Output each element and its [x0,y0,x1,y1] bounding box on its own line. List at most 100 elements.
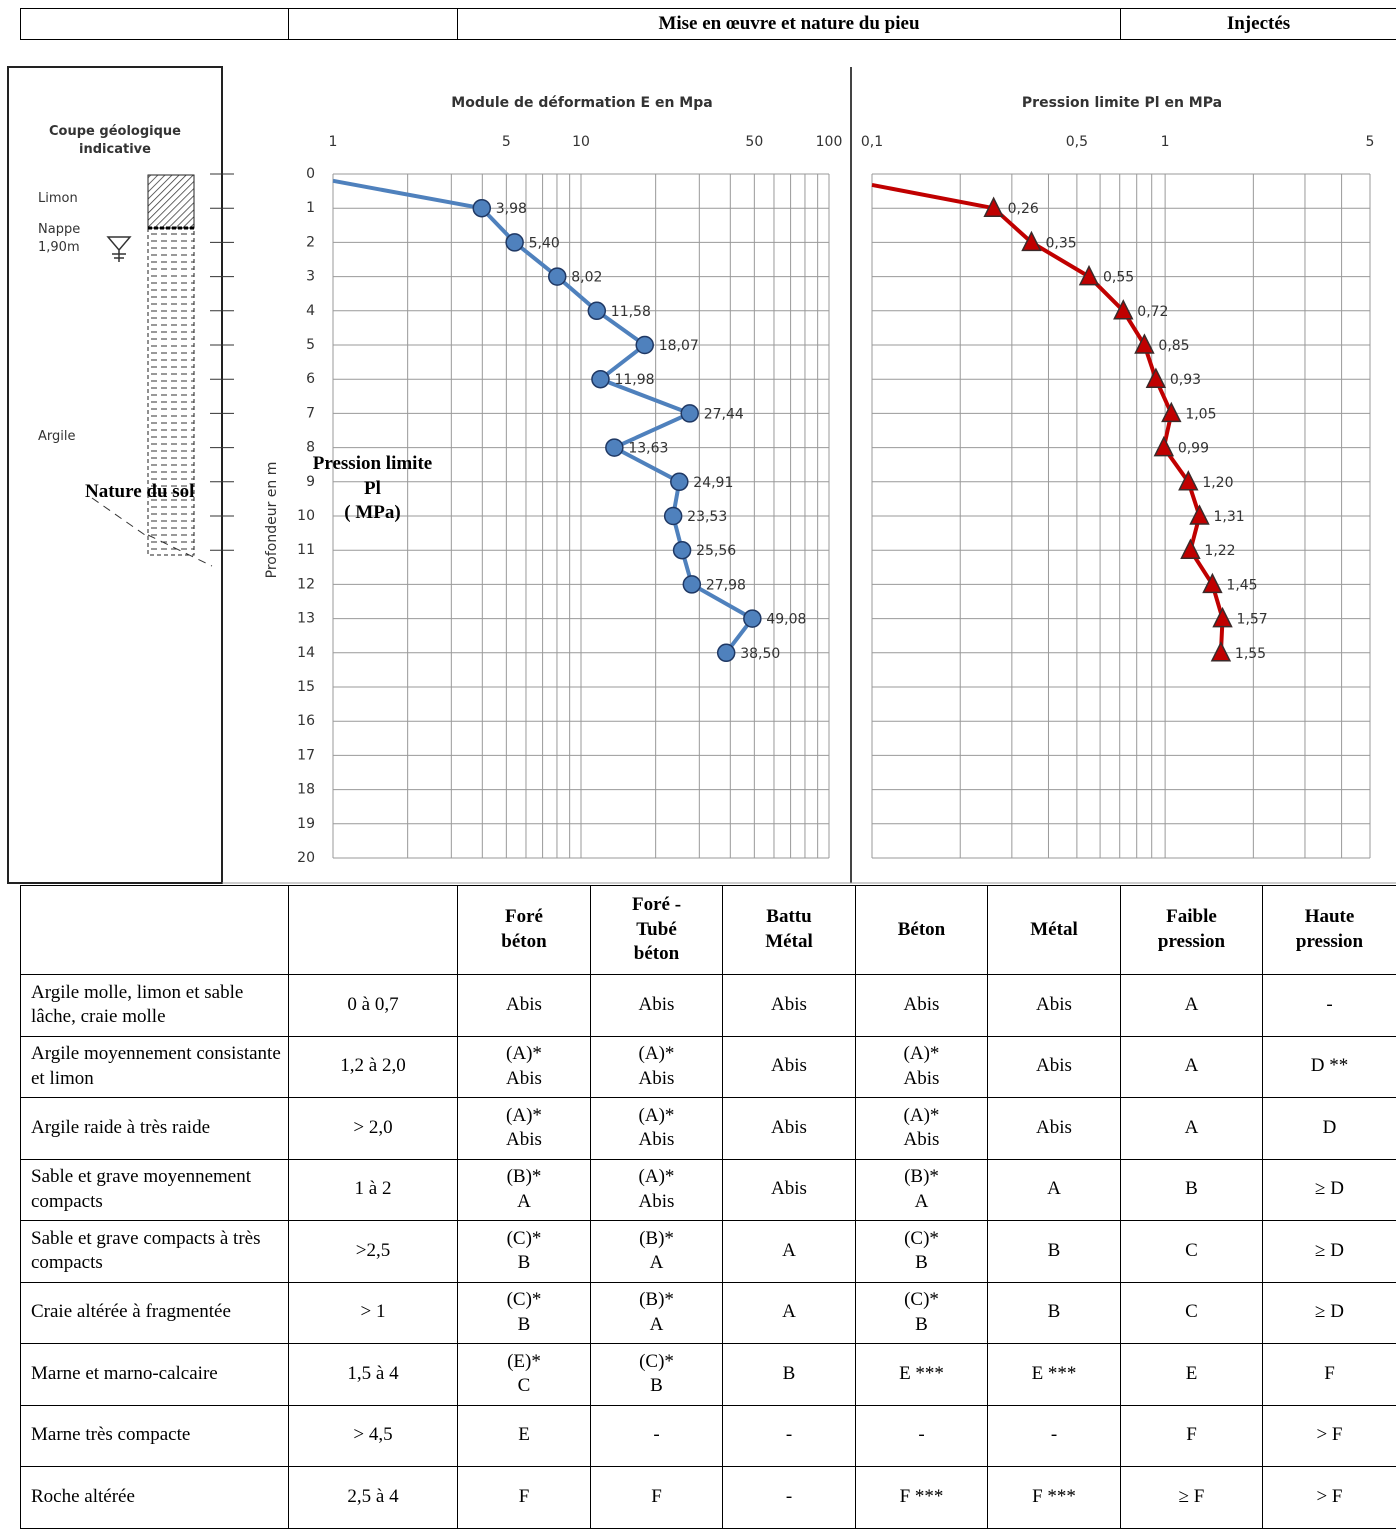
data-label: 0,26 [1008,201,1039,217]
table-row: Sable et grave moyennement compacts1 à 2… [21,1159,1396,1221]
data-label: 0,55 [1103,270,1134,286]
table-cell: >2,5 [289,1221,458,1283]
column-header: Battu Métal [723,886,856,975]
data-label: 1,22 [1204,543,1235,559]
table-cell: B [988,1282,1121,1344]
y-tick-label: 1 [306,200,315,216]
x-tick-label: 5 [1366,134,1375,150]
data-label: 0,85 [1158,338,1189,354]
data-label: 0,72 [1137,304,1168,320]
table-cell: Abis [988,1036,1121,1098]
table-cell: (A)* Abis [591,1098,723,1160]
table-cell: A [723,1221,856,1283]
marker [588,302,605,319]
table-cell: Abis [723,1098,856,1160]
geology-label: Argile [38,428,75,446]
y-tick-label: 15 [297,679,315,695]
table-cell: E [458,1405,591,1467]
x-tick-label: 10 [572,134,590,150]
soil-name: Roche altérée [21,1467,289,1529]
soil-name: Argile raide à très raide [21,1098,289,1160]
marker [1147,369,1165,387]
marker [473,200,490,217]
table-cell: 1 à 2 [289,1159,458,1221]
table-cell: B [1121,1159,1263,1221]
y-tick-label: 4 [306,303,315,319]
column-header: Métal [988,886,1121,975]
soil-name: Marne très compacte [21,1405,289,1467]
y-tick-label: 3 [306,269,315,285]
table-cell: F [1263,1344,1396,1406]
table-cell: (E)* C [458,1344,591,1406]
chart-title: Pression limite Pl en MPa [1022,95,1222,111]
table-cell: ≥ D [1263,1221,1396,1283]
table-cell: Abis [723,1159,856,1221]
table-cell: > 2,0 [289,1098,458,1160]
table-cell: A [988,1159,1121,1221]
y-tick-label: 17 [297,747,315,763]
table-cell: A [1121,975,1263,1037]
marker [606,439,623,456]
table-cell: > 4,5 [289,1405,458,1467]
table-cell: B [988,1221,1121,1283]
data-label: 38,50 [740,646,780,662]
column-header: Haute pression [1263,886,1396,975]
table-cell: (B)* A [591,1282,723,1344]
data-label: 1,45 [1226,577,1257,593]
table-cell: A [1121,1036,1263,1098]
y-tick-label: 12 [297,576,315,592]
data-label: 27,44 [704,406,744,422]
table-cell: (A)* Abis [856,1098,988,1160]
table-cell: D [1263,1098,1396,1160]
table-cell: (A)* Abis [591,1036,723,1098]
data-label: 1,57 [1237,612,1268,628]
y-tick-label: 5 [306,337,315,353]
overlay-label: Pression limite Pl ( MPa) [290,452,455,526]
soil-label: Nature du sol [85,480,194,505]
y-axis-label: Profondeur en m [264,462,280,579]
x-tick-label: 5 [502,134,511,150]
data-label: 25,56 [696,543,736,559]
table-cell: (A)* Abis [856,1036,988,1098]
table-cell: B [723,1344,856,1406]
y-tick-label: 0 [306,166,315,182]
table-cell: (A)* Abis [458,1098,591,1160]
marker [549,268,566,285]
y-tick-label: 2 [306,234,315,250]
table-cell: E [1121,1344,1263,1406]
geology-label: Nappe 1,90m [38,221,80,257]
column-header: Faible pression [1121,886,1263,975]
table-cell: - [723,1467,856,1529]
table-cell: 1,2 à 2,0 [289,1036,458,1098]
table-cell: Abis [988,1098,1121,1160]
table-row: Sable et grave compacts à très compacts>… [21,1221,1396,1283]
y-tick-label: 7 [306,405,315,421]
table-row: Craie altérée à fragmentée> 1(C)* B(B)* … [21,1282,1396,1344]
table-cell: (A)* Abis [591,1159,723,1221]
table-cell: Abis [591,975,723,1037]
marker [683,576,700,593]
table-cell: F [591,1467,723,1529]
soil-name: Argile molle, limon et sable lâche, crai… [21,975,289,1037]
empty-cell [289,886,458,975]
table-cell: ≥ D [1263,1282,1396,1344]
table-cell: F [1121,1405,1263,1467]
table-cell: Abis [988,975,1121,1037]
table-cell: > F [1263,1467,1396,1529]
table-cell: - [591,1405,723,1467]
table-cell: F *** [988,1467,1121,1529]
data-label: 11,98 [614,372,654,388]
marker [718,644,735,661]
empty-cell [21,886,289,975]
soil-name: Sable et grave moyennement compacts [21,1159,289,1221]
data-label: 13,63 [628,441,668,457]
table-row: Argile molle, limon et sable lâche, crai… [21,975,1396,1037]
x-tick-label: 1 [329,134,338,150]
column-header: Béton [856,886,988,975]
table-cell: (A)* Abis [458,1036,591,1098]
soil-name: Sable et grave compacts à très compacts [21,1221,289,1283]
